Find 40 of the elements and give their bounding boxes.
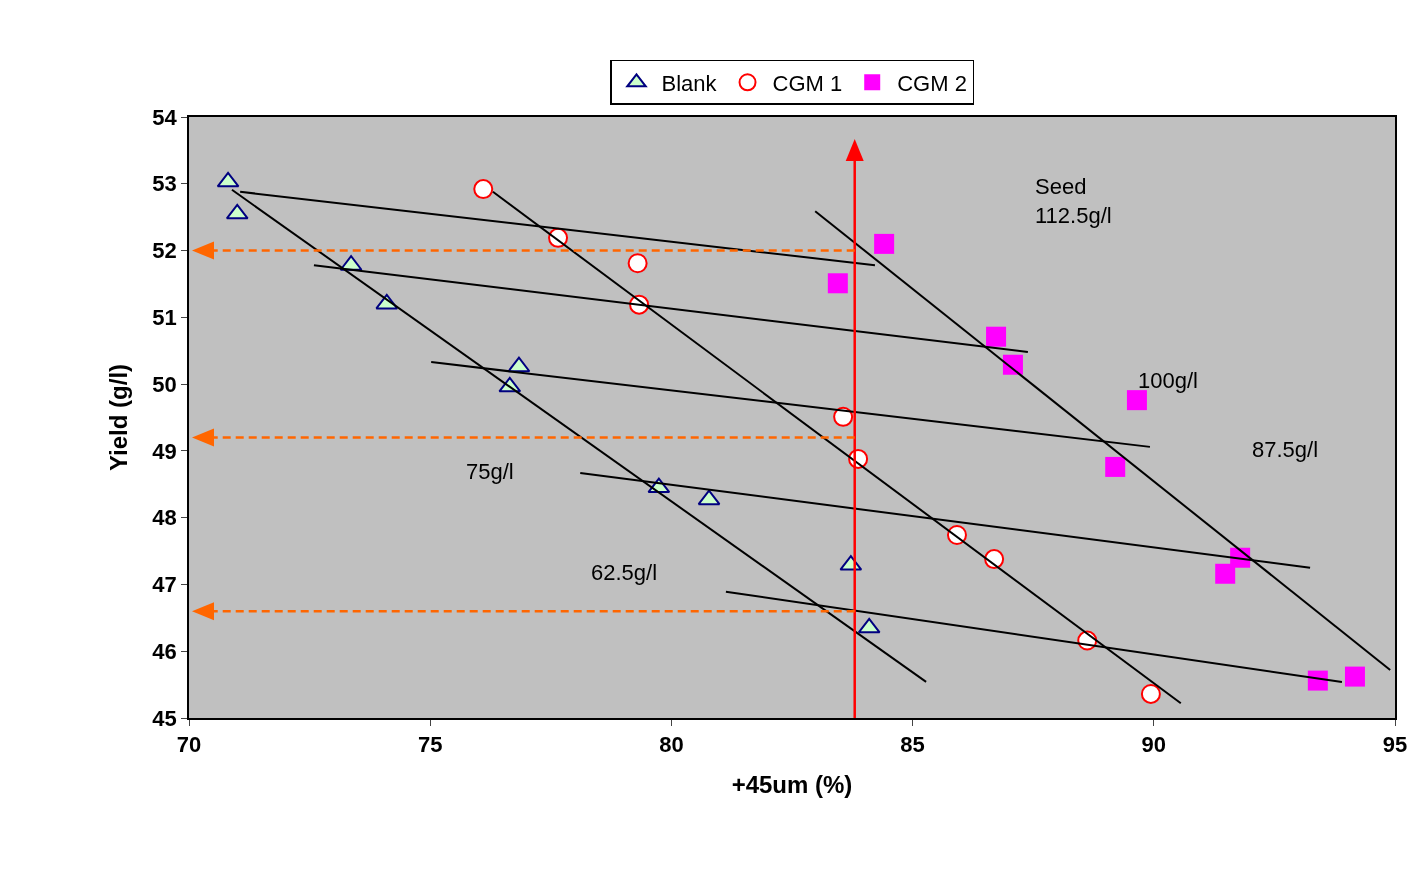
x-tick-label: 85 [900,732,925,758]
legend-label: Blank [661,70,718,96]
annotation: 87.5g/l [1252,437,1319,462]
x-tick-label: 75 [417,732,443,758]
point [1105,456,1126,477]
y-tick-label: 46 [152,638,177,664]
y-tick-label: 53 [152,171,177,197]
y-tick-label: 45 [152,705,177,731]
x-tick-label: 95 [1382,732,1408,758]
point [473,179,494,200]
y-tick-label: 50 [152,371,177,397]
legend-label: CGM 2 [897,70,967,96]
y-axis-title: Yield (g/l) [104,363,132,472]
point [216,171,240,188]
point [507,356,531,373]
y-tick-label: 51 [152,305,177,331]
x-tick-label: 70 [176,732,202,758]
legend-label: CGM 1 [772,70,843,96]
point [986,326,1007,347]
y-tick-label: 52 [152,238,177,264]
point [857,617,881,634]
y-tick-label: 48 [152,505,177,531]
point [697,489,721,506]
annotation: 75g/l [466,459,514,484]
x-axis-title: +45um (%) [731,770,853,798]
point [627,253,648,274]
y-tick-label: 47 [152,572,177,598]
x-tick-label: 90 [1141,732,1167,758]
point [827,273,848,294]
y-tick-label: 54 [152,104,178,130]
x-tick-label: 80 [659,732,684,758]
point [1344,666,1365,687]
y-tick-label: 49 [152,438,177,464]
point [225,203,249,220]
point [1140,683,1161,704]
point [874,233,895,254]
annotation: 62.5g/l [591,560,658,585]
annotation: Seed 112.5g/l [1035,174,1112,228]
point [1215,563,1236,584]
annotation: 100g/l [1138,368,1198,393]
